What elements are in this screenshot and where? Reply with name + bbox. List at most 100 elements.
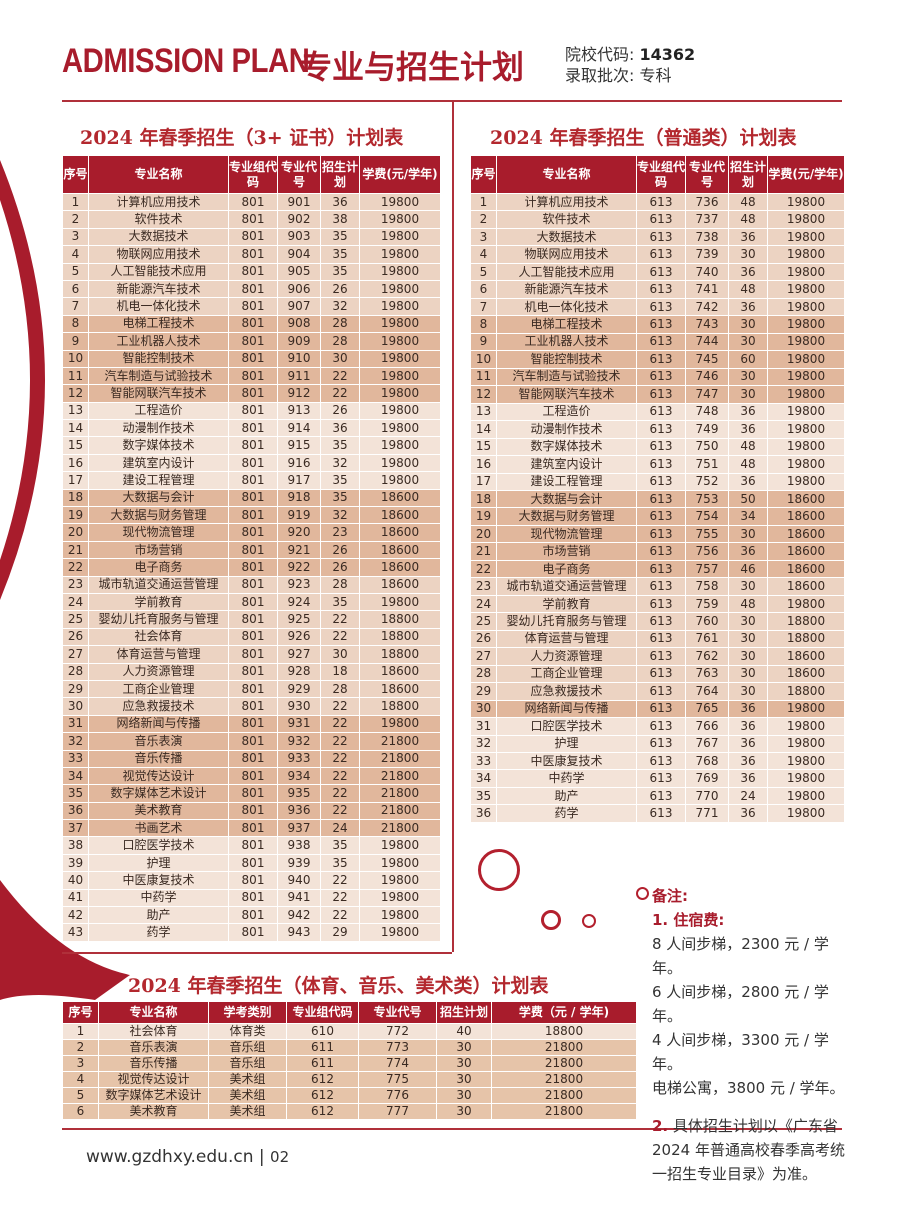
table-cell: 机电一体化技术 [88,297,229,316]
table-row: 34 视觉传达设计 801 934 22 21800 [62,766,441,786]
table-cell: 28 [320,575,360,594]
table-row: 21 市场营销 613 756 36 18600 [470,542,845,561]
table-cell: 35 [320,262,360,281]
table-cell: 19800 [767,262,845,282]
table-row: 11 汽车制造与试验技术 801 911 22 19800 [62,366,441,386]
table-cell: 19800 [359,888,441,908]
table-cell: 22 [320,714,360,734]
table-cell: 740 [685,262,729,282]
table-cell: 助产 [88,906,229,925]
table-cell: 网络新闻与传播 [496,699,637,719]
table-cell: 19800 [359,471,441,490]
column-header: 专业组代码 [286,1001,359,1024]
table-cell: 801 [228,714,278,734]
table-row: 8 电梯工程技术 613 743 30 19800 [470,315,845,334]
table-row: 19 大数据与财务管理 801 919 32 18600 [62,506,441,525]
table-cell: 14 [62,419,89,438]
table-cell: 应急救援技术 [496,682,637,701]
footer: www.gzdhxy.edu.cn | 02 [86,1147,290,1167]
table-cell: 801 [228,384,278,403]
table-cell: 22 [320,697,360,716]
note1-line: 4 人间步梯，3300 元 / 学年。 [652,1031,829,1073]
table-cell: 人工智能技术应用 [496,262,637,282]
table-cell: 19800 [767,350,845,369]
table-cell: 社会体育 [98,1023,209,1040]
table-cell: 34 [470,769,497,788]
column-header: 专业组代码 [636,155,686,194]
table-cell: 801 [228,627,278,647]
table-cell: 建筑室内设计 [496,455,637,474]
table-cell: 33 [470,751,497,771]
table-cell: 人力资源管理 [496,647,637,666]
table-row: 25 婴幼儿托育服务与管理 801 925 22 18800 [62,610,441,629]
table-cell: 30 [62,697,89,716]
table-cell: 21800 [359,801,441,821]
table-cell: 体育运营与管理 [88,645,229,664]
table-cell: 数字媒体艺术设计 [88,784,229,803]
table-cell: 30 [436,1071,492,1088]
table-cell: 905 [277,262,321,281]
table-cell: 16 [62,453,89,473]
table-cell: 18600 [767,647,845,666]
note1-line: 电梯公寓，3800 元 / 学年。 [652,1079,845,1097]
table-cell: 924 [277,592,321,612]
table-cell: 28 [320,679,360,699]
table-cell: 934 [277,766,321,786]
column-header: 招生计划 [436,1001,492,1024]
table-row: 10 智能控制技术 613 745 60 19800 [470,350,845,369]
table-cell: 智能网联汽车技术 [88,384,229,403]
table-cell: 941 [277,888,321,908]
table-cell: 28 [320,332,360,351]
table-cell: 21 [62,540,89,560]
table-cell: 12 [62,384,89,403]
table-cell: 25 [470,612,497,631]
table-cell: 35 [320,836,360,855]
table-cell: 928 [277,662,321,681]
table-cell: 758 [685,577,729,596]
table-cell: 市场营销 [496,542,637,561]
table-cell: 762 [685,647,729,666]
table1-title: 2024 年春季招生（3+ 证书）计划表 [80,127,404,149]
table-cell: 数字媒体技术 [496,437,637,457]
table-cell: 42 [62,906,89,925]
table-cell: 新能源汽车技术 [496,280,637,299]
website-link[interactable]: www.gzdhxy.edu.cn [86,1147,254,1167]
school-meta: 院校代码: 14362 录取批次: 专科 [565,44,695,86]
table-cell: 613 [636,437,686,457]
column-header: 序号 [470,155,497,194]
table-cell: 757 [685,559,729,579]
table-cell: 773 [358,1039,437,1056]
table-row: 28 工商企业管理 613 763 30 18600 [470,664,845,684]
table-cell: 人力资源管理 [88,662,229,681]
table-cell: 人工智能技术应用 [88,262,229,281]
table-cell: 801 [228,419,278,438]
table-cell: 汽车制造与试验技术 [496,367,637,387]
table-cell: 音乐表演 [98,1039,209,1056]
table-cell: 613 [636,507,686,526]
table-cell: 体育运营与管理 [496,629,637,649]
table-cell: 工业机器人技术 [496,332,637,352]
table-cell: 24 [728,786,768,806]
divider [62,952,452,954]
table-cell: 32 [470,734,497,754]
school-code-label: 院校代码: [565,45,635,64]
table-cell: 923 [277,575,321,594]
table-row: 10 智能控制技术 801 910 30 19800 [62,349,441,368]
table-cell: 18600 [359,558,441,577]
table-cell: 776 [358,1087,437,1104]
table-cell: 工业机器人技术 [88,332,229,351]
table-cell: 772 [358,1023,437,1040]
table-cell: 体育类 [208,1023,287,1040]
table-cell: 749 [685,420,729,439]
table-cell: 22 [62,558,89,577]
table-cell: 738 [685,227,729,247]
table-row: 22 电子商务 801 922 26 18600 [62,558,441,577]
table-row: 7 机电一体化技术 801 907 32 19800 [62,297,441,316]
table-cell: 药学 [88,923,229,942]
table-cell: 801 [228,906,278,925]
table-cell: 口腔医学技术 [88,836,229,855]
table-cell: 22 [320,906,360,925]
table-cell: 28 [470,664,497,684]
table-cell: 613 [636,227,686,247]
